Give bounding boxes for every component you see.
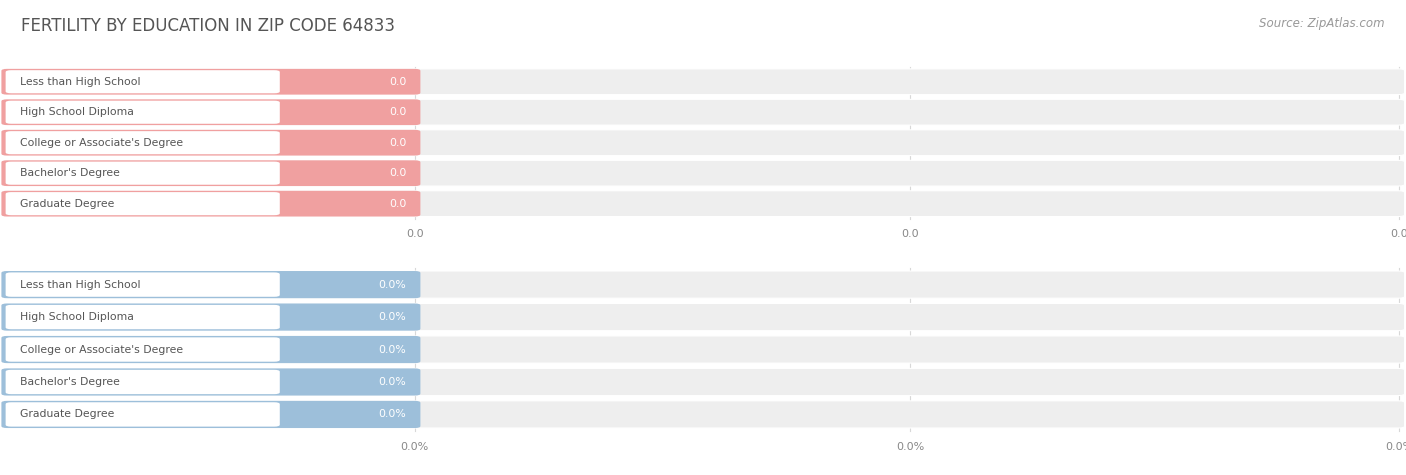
FancyBboxPatch shape xyxy=(1,160,420,186)
FancyBboxPatch shape xyxy=(6,101,280,124)
Text: 0.0%: 0.0% xyxy=(378,377,406,387)
Text: Graduate Degree: Graduate Degree xyxy=(20,409,114,419)
FancyBboxPatch shape xyxy=(6,131,280,154)
FancyBboxPatch shape xyxy=(1,336,420,363)
FancyBboxPatch shape xyxy=(6,70,280,93)
FancyBboxPatch shape xyxy=(1,69,1405,95)
Text: Less than High School: Less than High School xyxy=(20,280,141,290)
FancyBboxPatch shape xyxy=(6,192,280,215)
FancyBboxPatch shape xyxy=(6,402,280,427)
Text: 0.0%: 0.0% xyxy=(378,312,406,322)
Text: High School Diploma: High School Diploma xyxy=(20,312,134,322)
Text: 0.0%: 0.0% xyxy=(401,442,429,452)
FancyBboxPatch shape xyxy=(1,271,1405,298)
FancyBboxPatch shape xyxy=(6,305,280,329)
Text: 0.0%: 0.0% xyxy=(1385,442,1406,452)
FancyBboxPatch shape xyxy=(1,191,1405,217)
Text: 0.0: 0.0 xyxy=(901,229,920,239)
FancyBboxPatch shape xyxy=(1,99,420,125)
FancyBboxPatch shape xyxy=(6,337,280,361)
Text: Bachelor's Degree: Bachelor's Degree xyxy=(20,168,120,178)
FancyBboxPatch shape xyxy=(1,69,420,95)
FancyBboxPatch shape xyxy=(1,130,420,156)
FancyBboxPatch shape xyxy=(1,99,1405,125)
FancyBboxPatch shape xyxy=(1,401,1405,428)
Text: Graduate Degree: Graduate Degree xyxy=(20,199,114,209)
FancyBboxPatch shape xyxy=(1,304,1405,331)
FancyBboxPatch shape xyxy=(1,369,420,396)
FancyBboxPatch shape xyxy=(1,191,420,217)
FancyBboxPatch shape xyxy=(1,130,1405,156)
Text: Source: ZipAtlas.com: Source: ZipAtlas.com xyxy=(1260,17,1385,29)
Text: 0.0: 0.0 xyxy=(389,199,406,209)
FancyBboxPatch shape xyxy=(1,401,420,428)
FancyBboxPatch shape xyxy=(1,304,420,331)
FancyBboxPatch shape xyxy=(1,160,1405,186)
Text: 0.0: 0.0 xyxy=(389,138,406,148)
Text: 0.0%: 0.0% xyxy=(378,280,406,290)
Text: 0.0%: 0.0% xyxy=(896,442,925,452)
Text: 0.0%: 0.0% xyxy=(378,409,406,419)
FancyBboxPatch shape xyxy=(1,369,1405,396)
FancyBboxPatch shape xyxy=(1,336,1405,363)
Text: 0.0: 0.0 xyxy=(389,107,406,117)
Text: High School Diploma: High School Diploma xyxy=(20,107,134,117)
Text: 0.0: 0.0 xyxy=(1391,229,1406,239)
Text: FERTILITY BY EDUCATION IN ZIP CODE 64833: FERTILITY BY EDUCATION IN ZIP CODE 64833 xyxy=(21,17,395,35)
Text: 0.0%: 0.0% xyxy=(378,344,406,354)
Text: Bachelor's Degree: Bachelor's Degree xyxy=(20,377,120,387)
Text: College or Associate's Degree: College or Associate's Degree xyxy=(20,138,183,148)
Text: College or Associate's Degree: College or Associate's Degree xyxy=(20,344,183,354)
FancyBboxPatch shape xyxy=(6,273,280,297)
FancyBboxPatch shape xyxy=(1,271,420,298)
Text: Less than High School: Less than High School xyxy=(20,77,141,87)
Text: 0.0: 0.0 xyxy=(389,168,406,178)
FancyBboxPatch shape xyxy=(6,370,280,394)
Text: 0.0: 0.0 xyxy=(389,77,406,87)
FancyBboxPatch shape xyxy=(6,162,280,185)
Text: 0.0: 0.0 xyxy=(406,229,423,239)
